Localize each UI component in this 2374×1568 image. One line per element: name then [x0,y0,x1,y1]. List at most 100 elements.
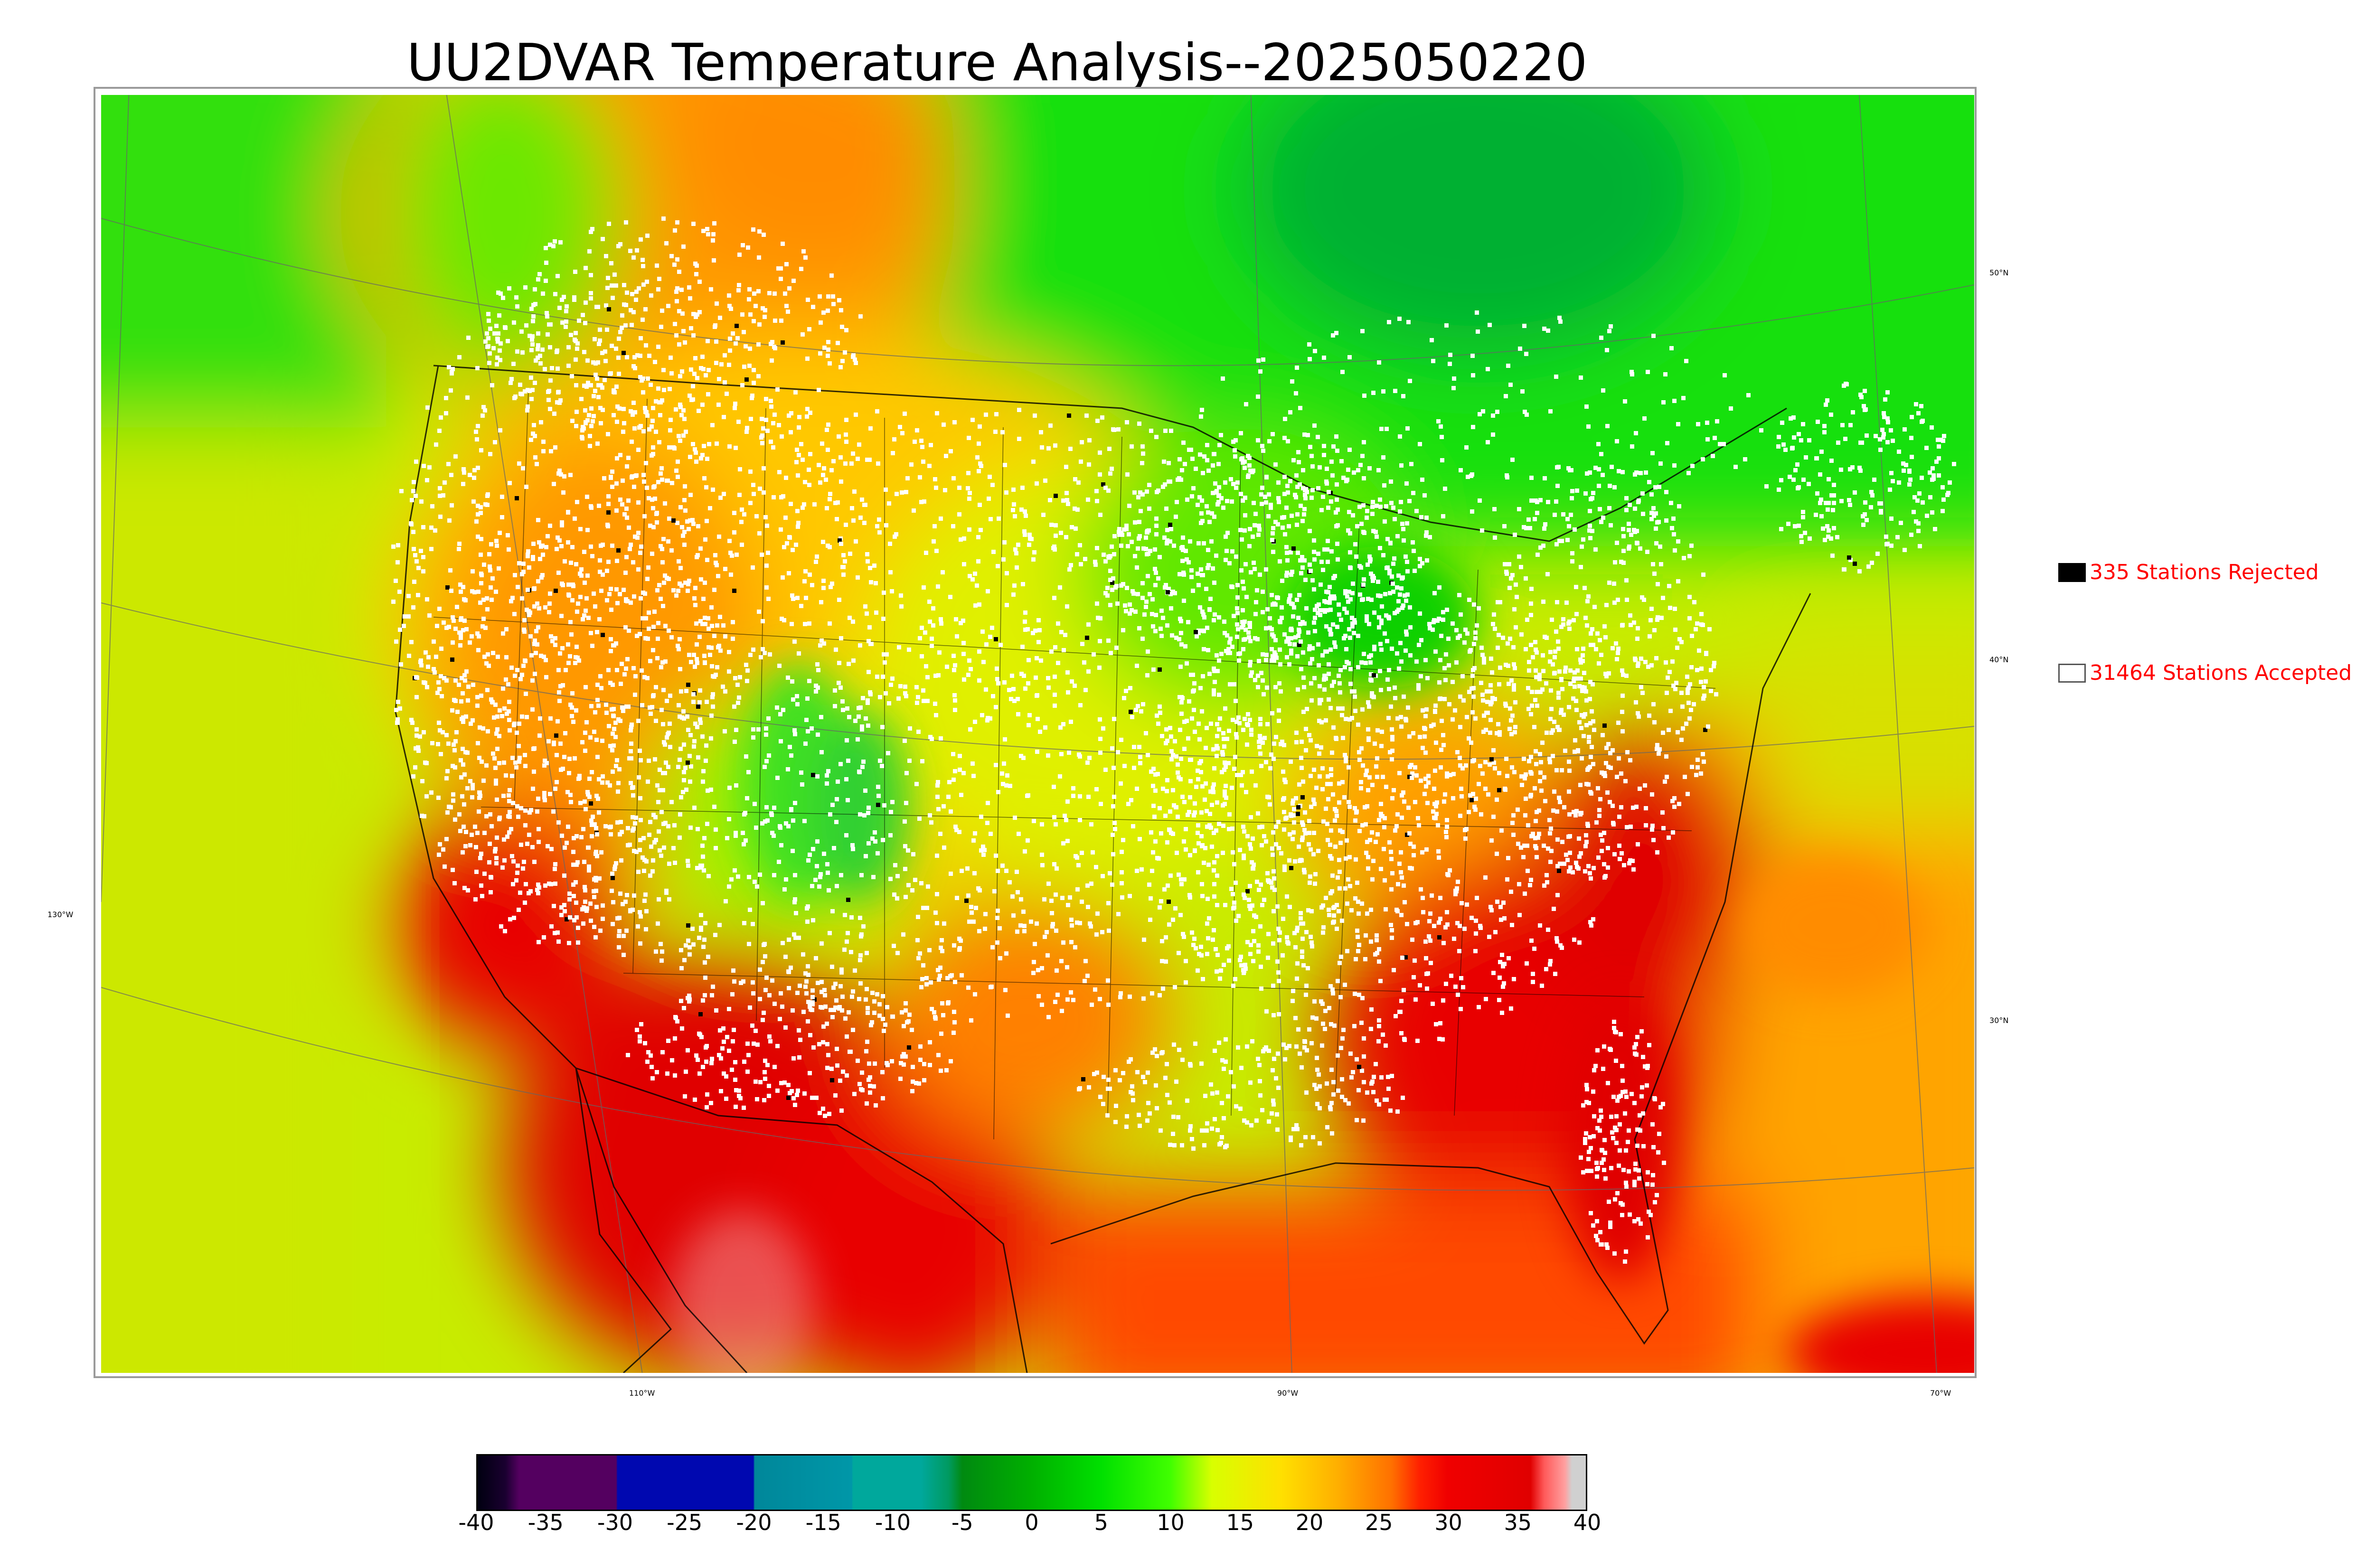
station-marker [1684,722,1688,726]
station-marker [468,779,472,783]
station-marker [1160,939,1164,943]
station-marker [1579,660,1583,665]
station-marker [1067,751,1071,755]
station-marker [1042,897,1046,901]
station-marker [887,701,891,705]
station-marker [838,762,843,766]
station-marker [1389,850,1393,854]
station-marker [1292,931,1297,935]
station-marker [1094,865,1098,869]
station-marker [1535,500,1539,504]
station-marker [1501,901,1506,905]
station-marker [1087,438,1092,442]
station-marker [531,555,535,559]
station-marker [740,543,744,547]
station-marker [1206,566,1210,570]
station-marker [1322,453,1326,457]
station-marker [656,621,660,625]
station-marker [1513,533,1517,537]
station-marker [1681,726,1685,731]
station-marker [527,833,531,837]
station-marker [531,747,536,751]
station-marker [1634,700,1638,704]
station-marker [1342,795,1347,799]
station-marker [1146,574,1150,578]
station-marker [1098,737,1102,741]
station-marker [1390,727,1394,732]
temperature-map[interactable] [101,95,1974,1373]
station-marker [1670,659,1675,664]
station-marker [1301,650,1305,655]
station-marker [460,717,464,721]
station-marker [1074,526,1078,531]
station-marker [1014,551,1018,555]
station-marker [1178,665,1183,669]
station-marker [457,683,461,687]
station-marker [461,482,465,486]
station-marker [509,666,514,670]
station-marker [1488,762,1492,767]
station-marker [1393,685,1397,690]
station-marker [920,759,924,763]
station-marker [682,958,687,962]
station-marker [952,420,957,424]
station-marker [1379,802,1383,806]
station-marker [1667,670,1672,674]
station-marker [1688,682,1692,686]
station-marker [1016,543,1020,547]
station-marker [970,577,975,582]
station-marker [618,453,622,457]
station-marker [487,860,491,864]
station-marker [694,460,698,464]
station-marker [942,804,946,808]
station-marker [1555,864,1560,868]
station-marker [1258,924,1262,929]
station-marker [1147,507,1151,511]
station-marker [1579,726,1583,730]
station-marker [1589,497,1593,501]
station-marker [1384,1043,1388,1048]
station-marker [1545,880,1549,884]
station-marker [1491,815,1496,819]
station-marker [1069,918,1074,922]
station-marker [665,699,669,703]
station-marker [1611,821,1615,825]
station-marker [1215,669,1220,673]
station-marker [1003,463,1007,467]
station-marker [1231,984,1235,988]
station-marker [1127,504,1131,508]
station-marker [1356,634,1360,638]
station-marker [1277,1012,1281,1016]
station-marker [1535,855,1539,859]
station-marker [582,860,586,864]
station-marker [1179,700,1184,704]
station-marker [1598,507,1602,511]
station-marker [1460,794,1464,798]
station-marker [778,712,782,716]
station-marker [1593,547,1598,552]
station-marker [1243,963,1247,967]
station-marker [1554,629,1558,634]
station-marker [843,559,847,563]
station-marker [1571,696,1575,701]
station-marker [610,544,614,548]
station-marker [1529,939,1534,943]
station-marker [1059,959,1064,963]
station-marker [1196,968,1200,973]
station-marker [646,565,650,570]
station-marker [665,576,669,580]
station-marker [1306,966,1310,970]
station-marker [804,979,809,984]
station-marker [1036,640,1041,644]
station-marker [778,824,782,828]
station-marker [611,770,615,774]
station-marker [1231,482,1235,486]
station-marker [1538,545,1543,550]
station-marker [1329,1022,1333,1026]
station-marker [1357,758,1362,762]
station-marker [1220,750,1225,754]
station-marker [808,1005,812,1009]
station-marker [656,480,660,484]
station-marker [1350,616,1354,620]
station-marker [624,667,628,671]
